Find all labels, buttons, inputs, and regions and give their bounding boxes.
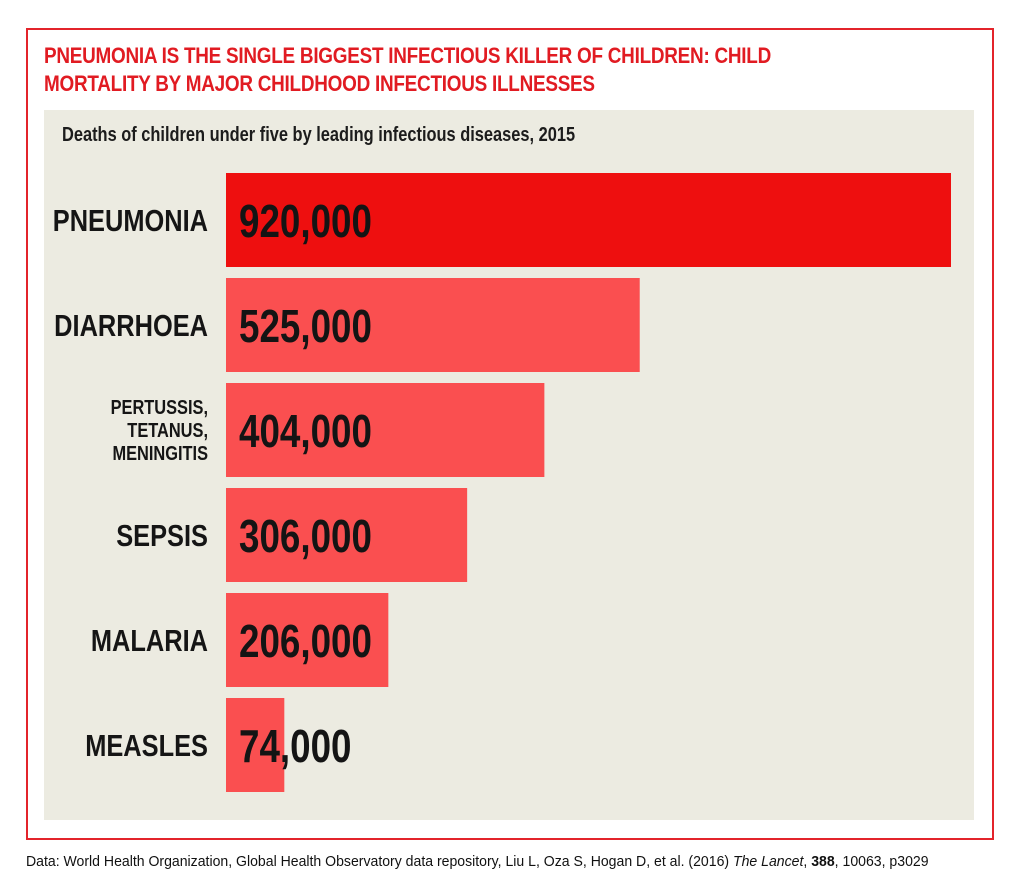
source-sep: ,: [803, 854, 812, 870]
category-label-line: MENINGITIS: [112, 442, 208, 465]
category-label-measles: MEASLES: [85, 729, 208, 764]
category-label-pertussis-tetanus-meningitis: PERTUSSIS, TETANUS, MENINGITIS: [111, 396, 208, 465]
value-label-measles: 74,000: [239, 720, 352, 772]
category-label-line: DIARRHOEA: [54, 309, 208, 344]
category-label-sepsis: SEPSIS: [116, 519, 208, 554]
category-label-line: PERTUSSIS,: [111, 396, 208, 419]
source-rest: , 10063, p3029: [834, 854, 929, 870]
chart-subtitle: Deaths of children under five by leading…: [62, 124, 576, 146]
category-label-line: MALARIA: [91, 624, 208, 659]
value-label-sepsis: 306,000: [239, 510, 372, 562]
chart-frame: [26, 28, 994, 840]
source-journal: The Lancet: [732, 854, 804, 870]
bar-measles: [226, 698, 285, 792]
source-prefix: Data: World Health Organization, Global …: [26, 854, 733, 870]
category-label-line: MEASLES: [85, 729, 208, 764]
chart-title: PNEUMONIA IS THE SINGLE BIGGEST INFECTIO…: [44, 43, 772, 96]
source-volume: 388: [811, 854, 835, 870]
source-note: Data: World Health Organization, Global …: [26, 854, 996, 870]
bar-pneumonia: [226, 173, 951, 267]
bar-sepsis: [226, 488, 468, 582]
bar-pertussis-tetanus-meningitis: [226, 383, 545, 477]
category-label-pneumonia: PNEUMONIA: [53, 204, 208, 239]
value-label-pneumonia: 920,000: [239, 195, 372, 247]
category-label-line: TETANUS,: [127, 419, 208, 442]
bar-malaria: [226, 593, 389, 687]
category-label-line: PNEUMONIA: [53, 204, 208, 239]
value-label-malaria: 206,000: [239, 615, 372, 667]
value-label-pertussis-tetanus-meningitis: 404,000: [239, 405, 372, 457]
category-label-malaria: MALARIA: [91, 624, 208, 659]
category-label-diarrhoea: DIARRHOEA: [54, 309, 208, 344]
bar-diarrhoea: [226, 278, 640, 372]
category-label-line: SEPSIS: [116, 519, 208, 554]
value-label-diarrhoea: 525,000: [239, 300, 372, 352]
